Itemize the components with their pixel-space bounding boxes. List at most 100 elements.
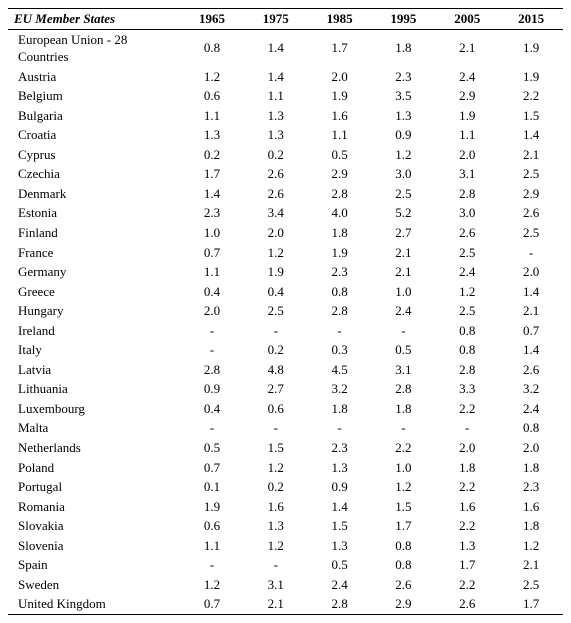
table-row: Croatia1.31.31.10.91.11.4 bbox=[8, 125, 563, 145]
row-label: Slovenia bbox=[8, 536, 180, 556]
cell-value: 2.2 bbox=[435, 575, 499, 595]
cell-value: 2.4 bbox=[499, 399, 563, 419]
cell-value: - bbox=[372, 321, 436, 341]
table-row: Finland1.02.01.82.72.62.5 bbox=[8, 223, 563, 243]
cell-value: 2.2 bbox=[435, 399, 499, 419]
row-label: Italy bbox=[8, 340, 180, 360]
cell-value: 1.4 bbox=[308, 497, 372, 517]
cell-value: 2.0 bbox=[308, 67, 372, 87]
cell-value: 2.4 bbox=[372, 301, 436, 321]
row-label: Ireland bbox=[8, 321, 180, 341]
cell-value: 1.5 bbox=[244, 438, 308, 458]
cell-value: 1.8 bbox=[372, 29, 436, 67]
cell-value: - bbox=[244, 555, 308, 575]
cell-value: 2.4 bbox=[435, 262, 499, 282]
cell-value: 3.5 bbox=[372, 86, 436, 106]
table-header-row: EU Member States 1965 1975 1985 1995 200… bbox=[8, 9, 563, 30]
cell-value: 1.3 bbox=[244, 106, 308, 126]
row-label: Cyprus bbox=[8, 145, 180, 165]
cell-value: 1.9 bbox=[435, 106, 499, 126]
row-label: Sweden bbox=[8, 575, 180, 595]
col-header-1965: 1965 bbox=[180, 9, 244, 30]
cell-value: 1.2 bbox=[244, 536, 308, 556]
cell-value: 1.3 bbox=[372, 106, 436, 126]
cell-value: 1.6 bbox=[499, 497, 563, 517]
table-row: Poland0.71.21.31.01.81.8 bbox=[8, 458, 563, 478]
cell-value: 0.4 bbox=[180, 399, 244, 419]
cell-value: 1.9 bbox=[244, 262, 308, 282]
cell-value: 2.0 bbox=[244, 223, 308, 243]
cell-value: 1.1 bbox=[308, 125, 372, 145]
cell-value: 2.2 bbox=[435, 477, 499, 497]
cell-value: 1.8 bbox=[308, 223, 372, 243]
row-label: Finland bbox=[8, 223, 180, 243]
cell-value: 1.4 bbox=[499, 125, 563, 145]
cell-value: 2.5 bbox=[499, 164, 563, 184]
cell-value: 2.1 bbox=[499, 301, 563, 321]
row-label: Romania bbox=[8, 497, 180, 517]
cell-value: 4.0 bbox=[308, 203, 372, 223]
table-row: Belgium0.61.11.93.52.92.2 bbox=[8, 86, 563, 106]
table-row: Austria1.21.42.02.32.41.9 bbox=[8, 67, 563, 87]
cell-value: 0.2 bbox=[244, 477, 308, 497]
cell-value: 0.2 bbox=[244, 145, 308, 165]
row-label: Hungary bbox=[8, 301, 180, 321]
cell-value: 0.7 bbox=[180, 458, 244, 478]
col-header-2005: 2005 bbox=[435, 9, 499, 30]
cell-value: 3.0 bbox=[372, 164, 436, 184]
cell-value: 1.1 bbox=[180, 262, 244, 282]
cell-value: 2.1 bbox=[435, 29, 499, 67]
cell-value: 0.5 bbox=[308, 555, 372, 575]
cell-value: 1.4 bbox=[244, 67, 308, 87]
cell-value: 0.7 bbox=[180, 243, 244, 263]
table-row: Italy-0.20.30.50.81.4 bbox=[8, 340, 563, 360]
cell-value: - bbox=[372, 418, 436, 438]
cell-value: 0.6 bbox=[180, 516, 244, 536]
cell-value: 2.3 bbox=[180, 203, 244, 223]
row-label: Greece bbox=[8, 282, 180, 302]
table-row: European Union - 28 Countries0.81.41.71.… bbox=[8, 29, 563, 67]
cell-value: 0.2 bbox=[180, 145, 244, 165]
row-label: Latvia bbox=[8, 360, 180, 380]
col-header-name: EU Member States bbox=[8, 9, 180, 30]
table-row: Germany1.11.92.32.12.42.0 bbox=[8, 262, 563, 282]
cell-value: 2.5 bbox=[244, 301, 308, 321]
cell-value: 1.3 bbox=[435, 536, 499, 556]
cell-value: 1.5 bbox=[499, 106, 563, 126]
cell-value: 2.4 bbox=[308, 575, 372, 595]
cell-value: 2.5 bbox=[435, 301, 499, 321]
cell-value: 3.1 bbox=[435, 164, 499, 184]
col-header-1995: 1995 bbox=[372, 9, 436, 30]
cell-value: 1.8 bbox=[499, 458, 563, 478]
cell-value: 1.4 bbox=[499, 282, 563, 302]
cell-value: 2.1 bbox=[372, 262, 436, 282]
cell-value: 1.4 bbox=[244, 29, 308, 67]
cell-value: - bbox=[244, 418, 308, 438]
table-row: Lithuania0.92.73.22.83.33.2 bbox=[8, 379, 563, 399]
cell-value: 3.2 bbox=[499, 379, 563, 399]
cell-value: 0.8 bbox=[435, 340, 499, 360]
cell-value: 1.3 bbox=[308, 458, 372, 478]
cell-value: 1.9 bbox=[308, 243, 372, 263]
cell-value: 2.9 bbox=[308, 164, 372, 184]
cell-value: 2.9 bbox=[499, 184, 563, 204]
table-row: Hungary2.02.52.82.42.52.1 bbox=[8, 301, 563, 321]
table-row: Estonia2.33.44.05.23.02.6 bbox=[8, 203, 563, 223]
cell-value: 0.9 bbox=[180, 379, 244, 399]
cell-value: 1.2 bbox=[244, 458, 308, 478]
cell-value: 2.0 bbox=[499, 262, 563, 282]
cell-value: 1.9 bbox=[308, 86, 372, 106]
cell-value: 2.8 bbox=[308, 301, 372, 321]
cell-value: - bbox=[308, 321, 372, 341]
cell-value: 2.6 bbox=[244, 184, 308, 204]
cell-value: 2.5 bbox=[372, 184, 436, 204]
cell-value: 2.8 bbox=[435, 184, 499, 204]
cell-value: 2.5 bbox=[435, 243, 499, 263]
table-row: Malta-----0.8 bbox=[8, 418, 563, 438]
cell-value: 2.8 bbox=[372, 379, 436, 399]
cell-value: 2.6 bbox=[435, 223, 499, 243]
cell-value: 2.2 bbox=[435, 516, 499, 536]
table-row: United Kingdom0.72.12.82.92.61.7 bbox=[8, 594, 563, 614]
row-label: Luxembourg bbox=[8, 399, 180, 419]
table-row: Ireland----0.80.7 bbox=[8, 321, 563, 341]
